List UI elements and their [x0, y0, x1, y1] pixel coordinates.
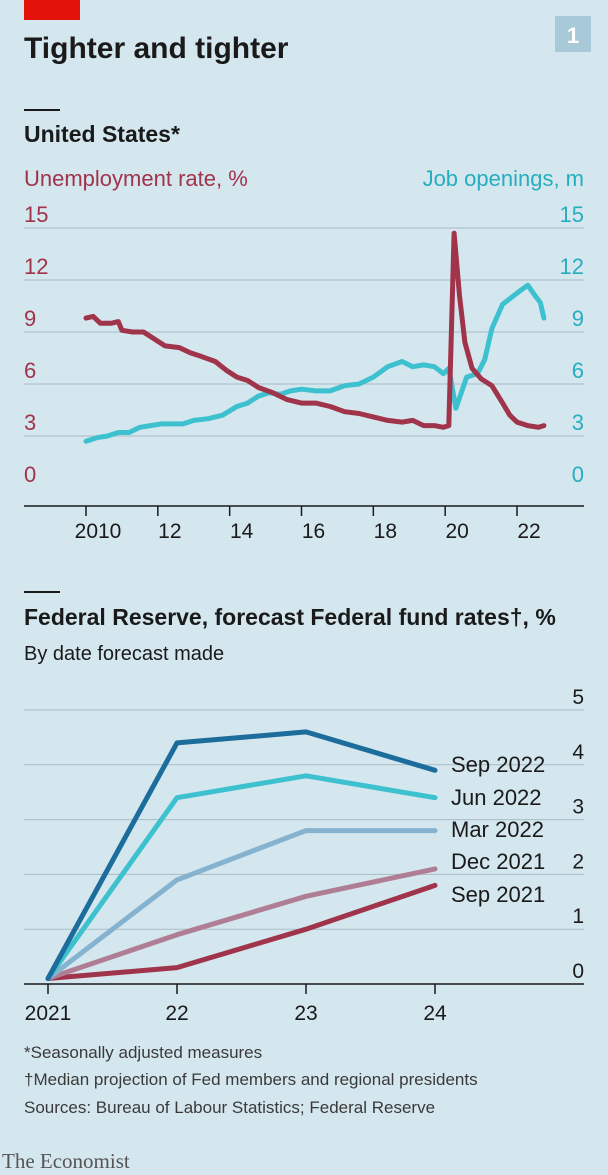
y-tick-label: 5 — [572, 686, 584, 709]
legend-label: Sep 2021 — [451, 882, 545, 907]
forecast-line-mar-2022 — [45, 828, 438, 981]
x-tick-label: 22 — [517, 520, 540, 543]
accent-bar — [24, 0, 80, 20]
figure-title: Tighter and tighter — [24, 32, 289, 65]
y-tick-label-right: 6 — [572, 358, 584, 383]
chart-number: 1 — [567, 23, 579, 48]
y-tick-label-right: 15 — [560, 202, 584, 227]
x-tick-label: 2021 — [25, 1002, 72, 1025]
y-tick-label-left: 9 — [24, 306, 36, 331]
y-tick-label-left: 3 — [24, 410, 36, 435]
x-tick-label: 16 — [302, 520, 325, 543]
fed-chart-title: Federal Reserve, forecast Federal fund r… — [24, 604, 556, 630]
unemployment-rate-line — [83, 230, 547, 430]
forecast-line-dec-2021 — [45, 866, 438, 981]
legend-label: Jun 2022 — [451, 785, 542, 810]
legend-label: Sep 2022 — [451, 752, 545, 777]
y-tick-label: 1 — [572, 905, 584, 928]
us-labour-chart: United States* Unemployment rate, % Job … — [24, 109, 584, 543]
fed-chart-subtitle: By date forecast made — [24, 643, 224, 665]
unemployment-axis-label: Unemployment rate, % — [24, 166, 248, 191]
y-tick-label: 2 — [572, 850, 584, 873]
footnote-median: †Median projection of Fed members and re… — [24, 1070, 478, 1089]
brand-logo: The Economist — [2, 1149, 130, 1173]
y-tick-label-right: 3 — [572, 410, 584, 435]
y-tick-label-left: 12 — [24, 254, 48, 279]
y-tick-label-left: 6 — [24, 358, 36, 383]
openings-axis-label: Job openings, m — [423, 166, 584, 191]
forecast-line-sep-2021 — [45, 882, 438, 981]
x-tick-label: 20 — [445, 520, 468, 543]
x-tick-label: 2010 — [75, 520, 122, 543]
y-tick-label-left: 0 — [24, 462, 36, 487]
y-tick-label: 4 — [572, 741, 584, 764]
y-tick-label-right: 9 — [572, 306, 584, 331]
forecast-line-jun-2022 — [45, 773, 438, 981]
y-tick-label: 0 — [572, 960, 584, 983]
x-tick-label: 12 — [158, 520, 181, 543]
forecast-line-sep-2022 — [45, 729, 438, 981]
y-tick-label: 3 — [572, 796, 584, 819]
legend-label: Mar 2022 — [451, 817, 544, 842]
x-tick-label: 24 — [423, 1002, 447, 1025]
legend-label: Dec 2021 — [451, 849, 545, 874]
x-tick-label: 22 — [165, 1002, 188, 1025]
us-chart-title: United States* — [24, 121, 180, 147]
y-tick-label-right: 12 — [560, 254, 584, 279]
x-tick-label: 14 — [230, 520, 254, 543]
x-tick-label: 23 — [294, 1002, 317, 1025]
x-tick-label: 18 — [374, 520, 397, 543]
job-openings-line — [83, 282, 547, 444]
footnote-seasonal: *Seasonally adjusted measures — [24, 1043, 262, 1062]
chart-number-badge — [555, 16, 591, 52]
y-tick-label-left: 15 — [24, 202, 48, 227]
footnote-sources: Sources: Bureau of Labour Statistics; Fe… — [24, 1098, 435, 1117]
fed-forecast-chart: Federal Reserve, forecast Federal fund r… — [24, 591, 584, 1025]
y-tick-label-right: 0 — [572, 462, 584, 487]
